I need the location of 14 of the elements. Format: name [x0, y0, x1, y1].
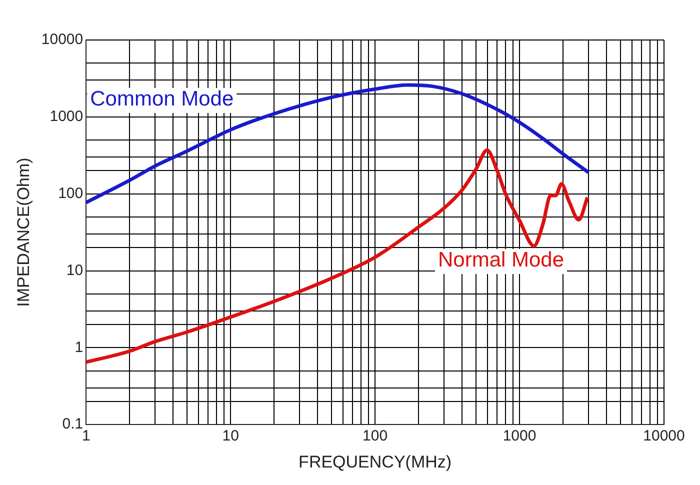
- y-tick-label: 1: [74, 338, 84, 356]
- y-tick-label: 1000: [50, 108, 84, 126]
- y-tick-label: 10: [66, 262, 84, 279]
- x-axis-title: FREQUENCY(MHz): [298, 452, 452, 472]
- series-label: Normal Mode: [438, 248, 564, 272]
- x-tick-label: 10: [222, 428, 239, 445]
- y-tick-label: 10000: [41, 31, 84, 48]
- y-tick-label: 100: [58, 184, 84, 202]
- y-axis-title: IMPEDANCE(Ohm): [14, 158, 33, 307]
- x-tick-label: 100: [362, 428, 388, 445]
- series-label: Common Mode: [90, 87, 234, 110]
- x-tick-label: 10000: [643, 428, 685, 445]
- y-tick-label: 0.1: [62, 416, 84, 433]
- x-tick-label: 1000: [502, 428, 536, 445]
